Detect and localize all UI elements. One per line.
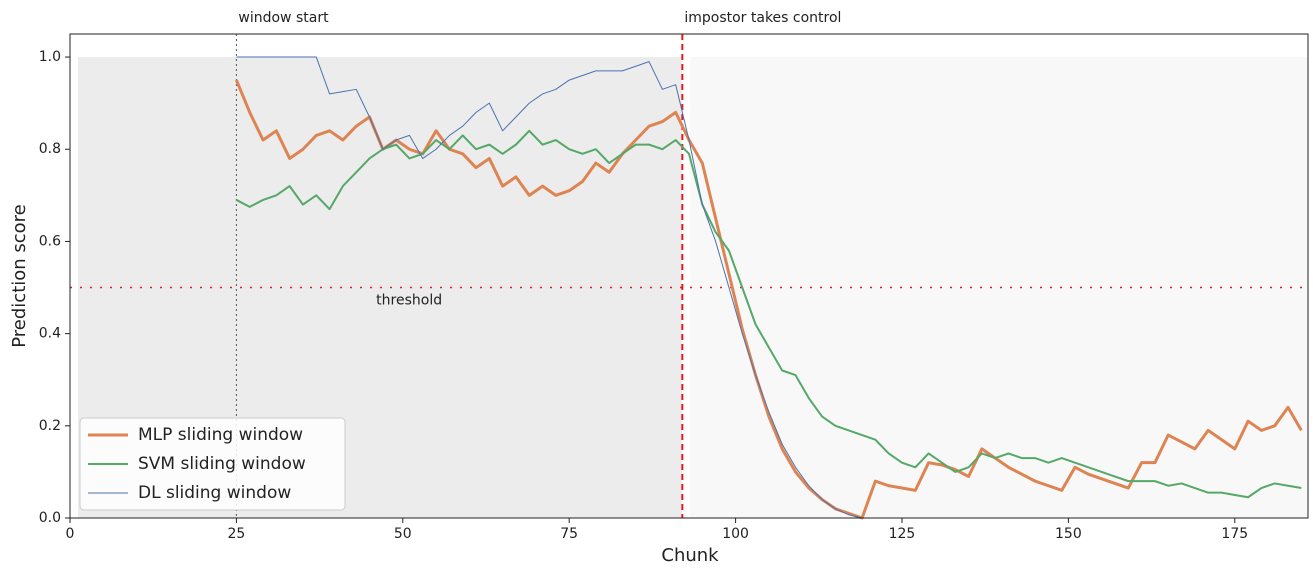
y-tick-label: 0.2 [39,418,61,434]
background-shade [690,57,1308,518]
axes-frame [69,33,1309,519]
event-label: impostor takes control [684,10,841,26]
x-tick-label: 150 [1055,526,1082,542]
x-tick-label: 100 [722,526,749,542]
x-tick-label: 175 [1221,526,1248,542]
y-tick-label: 0.6 [39,233,61,249]
legend-box [79,417,346,511]
y-axis-label: Prediction score [9,204,30,348]
legend-label: DL sliding window [138,483,291,503]
y-tick-label: 0.8 [39,141,61,157]
x-tick-label: 0 [66,526,75,542]
y-tick-label: 0.0 [39,510,61,526]
series-line [235,129,1302,499]
threshold-label: threshold [376,293,442,309]
x-tick-label: 125 [889,526,916,542]
x-tick-label: 75 [560,526,578,542]
y-tick-label: 1.0 [39,49,61,65]
x-tick-label: 50 [394,526,412,542]
series-line [235,79,1303,520]
legend-label: SVM sliding window [138,454,306,474]
event-label: window start [238,10,329,26]
x-tick-label: 25 [227,526,245,542]
legend-label: MLP sliding window [138,425,303,445]
y-tick-label: 0.4 [39,326,61,342]
x-axis-label: Chunk [661,545,719,566]
